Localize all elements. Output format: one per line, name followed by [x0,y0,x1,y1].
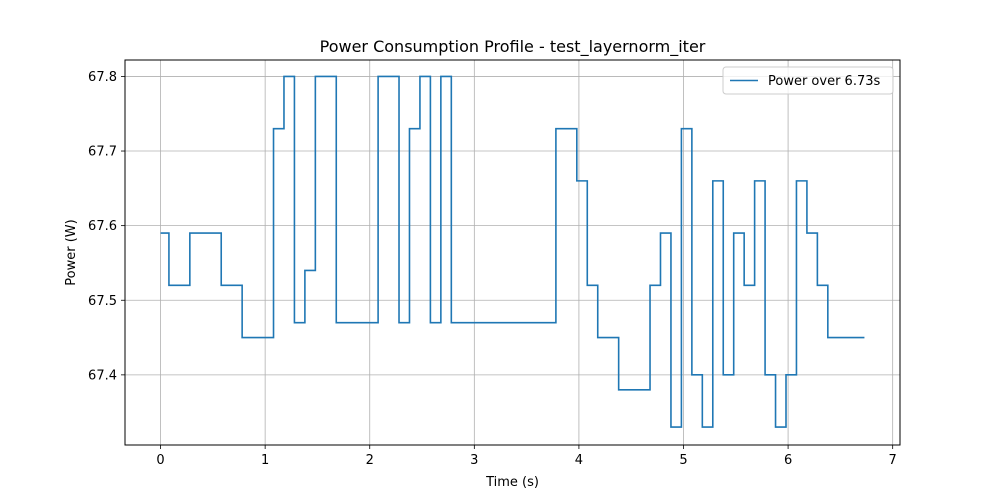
grid-lines [125,60,900,445]
x-tick-label: 2 [366,453,374,468]
x-tick-label: 4 [575,453,583,468]
chart-title: Power Consumption Profile - test_layerno… [320,37,706,57]
plot-area-frame [124,59,901,446]
power-series-line [160,75,865,428]
y-axis-label: Power (W) [64,219,79,285]
y-tick-label: 67.7 [88,145,117,160]
y-tick-label: 67.6 [88,219,117,234]
x-tick-label: 1 [261,453,269,468]
axis-ticks: 0 1 2 3 4 5 6 7 67.4 67.5 67.6 67.7 67.8 [88,70,897,468]
legend-box [722,66,894,95]
legend-label: Power over 6.73s [768,74,881,89]
x-tick-label: 6 [784,453,792,468]
series-layer [160,75,865,428]
x-tick-label: 0 [156,453,164,468]
y-tick-label: 67.5 [88,294,117,309]
x-tick-label: 7 [889,453,897,468]
x-tick-label: 5 [679,453,687,468]
y-tick-label: 67.4 [88,368,117,383]
x-axis-label: Time (s) [485,475,539,490]
y-tick-label: 67.8 [88,70,117,85]
x-tick-label: 3 [470,453,478,468]
legend: Power over 6.73s [722,66,894,95]
